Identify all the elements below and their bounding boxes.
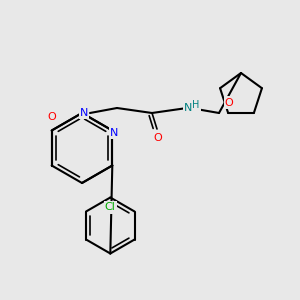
Text: H: H bbox=[192, 100, 200, 110]
Text: N: N bbox=[110, 128, 118, 137]
Text: N: N bbox=[184, 103, 192, 113]
Text: O: O bbox=[225, 98, 233, 107]
Text: Cl: Cl bbox=[105, 202, 116, 212]
Text: O: O bbox=[47, 112, 56, 122]
Text: N: N bbox=[80, 108, 88, 118]
Text: O: O bbox=[154, 133, 162, 143]
